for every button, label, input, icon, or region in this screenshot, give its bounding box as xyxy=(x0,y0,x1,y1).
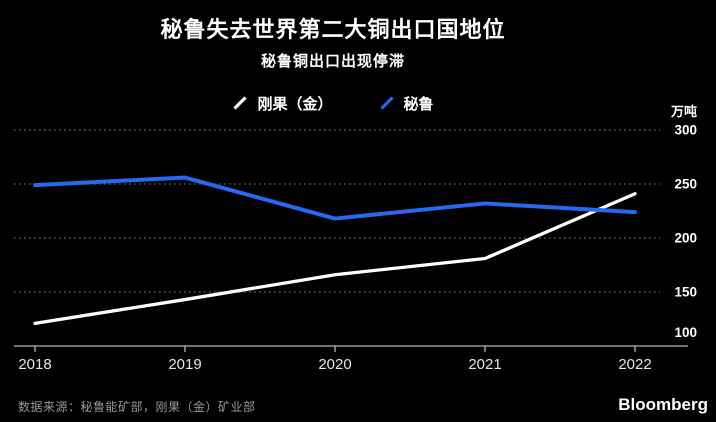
x-tick-label-2019: 2019 xyxy=(168,356,201,373)
bloomberg-logo: Bloomberg xyxy=(618,395,708,414)
y-axis-unit-label: 万吨 xyxy=(670,104,697,119)
series-line-0 xyxy=(33,192,637,325)
y-tick-label-150: 150 xyxy=(674,285,697,300)
chart-subtitle: 秘鲁铜出口出现停滞 xyxy=(260,52,405,70)
legend-item-peru: 秘鲁 xyxy=(379,93,434,114)
chart-header: 秘鲁失去世界第二大铜出口国地位 秘鲁铜出口出现停滞 刚果（金） 秘鲁 xyxy=(0,0,666,114)
chart-title: 秘鲁失去世界第二大铜出口国地位 xyxy=(160,17,506,42)
series-line-1 xyxy=(33,175,637,221)
legend-item-congo: 刚果（金） xyxy=(232,93,333,114)
y-tick-label-100: 100 xyxy=(674,325,697,340)
x-tick-label-2018: 2018 xyxy=(18,356,51,373)
legend-label-peru: 秘鲁 xyxy=(403,95,434,113)
line-marker-icon xyxy=(379,96,394,110)
y-tick-label-300: 300 xyxy=(674,123,697,138)
x-tick-label-2021: 2021 xyxy=(468,356,501,373)
y-tick-label-200: 200 xyxy=(674,231,697,246)
legend: 刚果（金） 秘鲁 xyxy=(0,93,666,114)
x-tick-label-2022: 2022 xyxy=(618,356,651,373)
line-marker-icon xyxy=(233,96,248,110)
source-note: 数据来源：秘鲁能矿部，刚果（金）矿业部 xyxy=(18,400,256,414)
x-tick-label-2020: 2020 xyxy=(318,356,351,373)
y-tick-label-250: 250 xyxy=(674,177,697,192)
legend-label-congo: 刚果（金） xyxy=(257,95,333,113)
